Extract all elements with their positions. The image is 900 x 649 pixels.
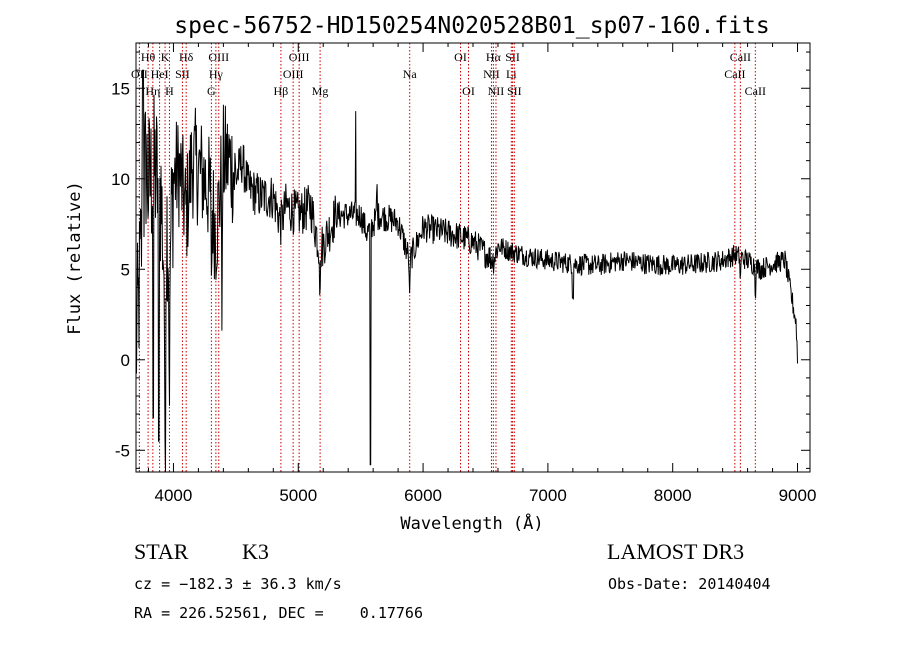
axis-ticks: 4000 5000 6000 7000 8000 9000 -5 0 5 10 15 — [111, 43, 816, 505]
spectral-line-label: OI — [454, 50, 467, 64]
spectral-line-label: OIII — [283, 67, 304, 81]
y-tick-label: -5 — [115, 441, 130, 460]
spectral-line-label: Hη — [145, 84, 160, 98]
object-subclass: K3 — [242, 539, 269, 564]
spectral-line-label: SII — [505, 50, 520, 64]
spectral-line-label: Hα — [486, 50, 502, 64]
spectral-line-label: CaII — [730, 50, 751, 64]
spectral-line-label: Mg — [312, 84, 329, 98]
y-tick-label: 0 — [121, 351, 130, 370]
object-class: STAR — [134, 539, 189, 564]
x-tick-label: 8000 — [654, 486, 692, 505]
x-tick-label: 4000 — [155, 486, 193, 505]
spectral-line-label: SII — [175, 67, 190, 81]
spectral-line-label: OII — [131, 67, 148, 81]
spectral-line-label: OIII — [208, 50, 229, 64]
spectral-line-label: CaII — [724, 67, 745, 81]
x-tick-label: 7000 — [529, 486, 567, 505]
y-tick-label: 5 — [121, 260, 130, 279]
redshift-velocity: cz = −182.3 ± 36.3 km/s — [134, 575, 342, 593]
x-tick-label: 6000 — [404, 486, 442, 505]
spectral-line-label: H — [165, 84, 174, 98]
chart-title: spec-56752-HD150254N020528B01_sp07-160.f… — [174, 13, 769, 39]
y-axis-label: Flux (relative) — [65, 181, 85, 335]
survey-name: LAMOST DR3 — [607, 539, 745, 564]
spectral-line-label: NII — [488, 84, 505, 98]
spectral-line-label: OIII — [289, 50, 310, 64]
coordinates: RA = 226.52561, DEC = 0.17766 — [134, 604, 423, 622]
y-tick-label: 15 — [111, 79, 130, 98]
spectral-line-label: SII — [507, 84, 522, 98]
spectral-line-label: NII — [483, 67, 500, 81]
spectral-line-label: Hθ — [141, 50, 156, 64]
spectral-line-label: Na — [403, 67, 418, 81]
observation-date: Obs-Date: 20140404 — [608, 575, 771, 593]
spectrum-line — [135, 69, 798, 473]
spectral-line-label: HeI — [151, 67, 169, 81]
spectral-line-label: CaII — [745, 84, 766, 98]
spectral-line-label: OI — [462, 84, 475, 98]
x-axis-label: Wavelength (Å) — [400, 512, 543, 534]
spectral-line-label: Hγ — [209, 67, 224, 81]
spectral-line-label: G — [207, 84, 216, 98]
spectral-line-label: Hδ — [179, 50, 194, 64]
spectral-line-label: K — [161, 50, 170, 64]
y-tick-label: 10 — [111, 170, 130, 189]
spectral-line-label: Li — [506, 67, 517, 81]
x-tick-label: 5000 — [279, 486, 317, 505]
x-tick-label: 9000 — [779, 486, 817, 505]
spectral-line-label: Hβ — [274, 84, 289, 98]
